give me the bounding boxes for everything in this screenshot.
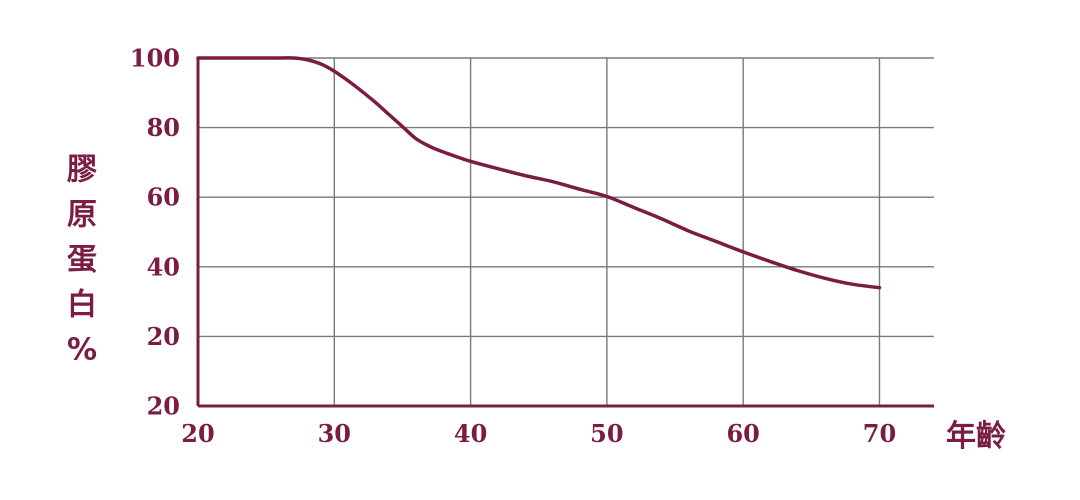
x-tick-label-3: 50 <box>590 419 623 448</box>
series-group <box>196 56 882 290</box>
axes <box>196 58 934 408</box>
x-tick-label-5: 70 <box>863 419 896 448</box>
y-axis-title-char-1: 原 <box>67 198 97 233</box>
x-tick-label-1: 30 <box>318 419 351 448</box>
y-tick-label-0: 100 <box>130 44 180 73</box>
y-axis-title-char-4: % <box>67 333 97 368</box>
x-tick-label-0: 20 <box>181 419 214 448</box>
y-axis-title-char-3: 白 <box>67 288 97 323</box>
x-tick-label-2: 40 <box>454 419 487 448</box>
x-axis-title: 年齡 <box>946 419 1006 454</box>
y-axis-title-char-0: 膠 <box>67 153 97 188</box>
grid-lines <box>198 57 934 406</box>
y-tick-label-2: 60 <box>147 183 180 212</box>
y-tick-label-4: 20 <box>147 322 180 351</box>
y-tick-label-1: 80 <box>147 113 180 142</box>
x-tick-label-4: 60 <box>726 419 759 448</box>
y-tick-label-5: 20 <box>147 392 180 421</box>
y-axis-title-char-2: 蛋 <box>67 243 97 278</box>
y-tick-label-3: 40 <box>147 252 180 281</box>
series-line-0 <box>196 56 882 290</box>
